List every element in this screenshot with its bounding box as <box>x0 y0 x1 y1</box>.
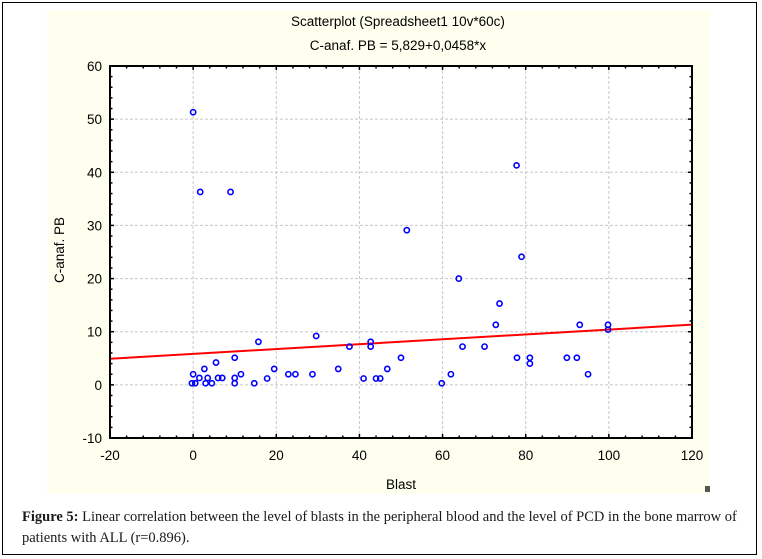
data-point <box>284 370 292 378</box>
data-point <box>376 375 384 382</box>
x-tick-labels: -20 0 20 40 60 80 100 120 <box>100 448 703 463</box>
data-point <box>403 226 411 234</box>
x-tick-label: 0 <box>189 448 197 463</box>
x-tick-label: 100 <box>598 448 621 463</box>
data-point <box>496 300 503 307</box>
regression-line <box>109 323 693 360</box>
y-tick-label: 10 <box>87 325 102 340</box>
resize-handle[interactable] <box>705 486 710 492</box>
data-points <box>188 108 612 387</box>
data-point <box>526 360 534 367</box>
data-point <box>367 343 375 350</box>
data-point <box>196 188 204 196</box>
data-point <box>360 375 367 382</box>
data-point <box>237 370 245 378</box>
data-point <box>250 379 258 387</box>
data-point <box>214 374 222 382</box>
data-point <box>292 370 299 378</box>
data-point <box>481 343 488 350</box>
data-point <box>188 379 196 387</box>
data-point <box>459 343 466 350</box>
data-point <box>212 359 220 366</box>
caption-label: Figure 5: <box>22 509 79 525</box>
data-point <box>576 321 584 329</box>
data-point <box>231 354 239 362</box>
x-tick-label: 80 <box>518 448 533 463</box>
data-point <box>372 375 380 382</box>
data-point <box>218 374 226 382</box>
y-tick-label: 20 <box>87 272 102 287</box>
data-point <box>383 365 391 373</box>
plot-frame <box>109 65 693 439</box>
chart-title: Scatterplot (Spreadsheet1 10v*60c) <box>291 14 505 29</box>
data-point <box>397 354 405 362</box>
y-tick-labels: -10 0 10 20 30 40 50 60 <box>82 59 102 446</box>
data-point <box>604 326 612 333</box>
x-tick-label: 60 <box>435 448 450 463</box>
data-point <box>573 354 581 362</box>
data-point <box>227 188 234 196</box>
x-tick-label: 120 <box>681 448 704 463</box>
x-tick-label: -20 <box>100 448 120 463</box>
data-point <box>263 375 271 382</box>
data-point <box>255 338 262 346</box>
data-point <box>334 365 342 373</box>
data-point <box>202 379 210 387</box>
data-point <box>204 374 212 382</box>
data-point <box>492 321 500 329</box>
data-point <box>309 370 316 378</box>
y-tick-label: 30 <box>87 218 102 233</box>
data-point <box>195 374 203 382</box>
data-point <box>438 379 446 387</box>
data-point <box>200 365 208 373</box>
data-point <box>513 354 521 362</box>
data-point <box>584 370 592 378</box>
data-point <box>189 108 197 116</box>
data-point <box>270 365 278 373</box>
data-point <box>447 370 455 378</box>
chart-subtitle: C-anaf. PB = 5,829+0,0458*x <box>310 38 487 53</box>
y-tick-label: 0 <box>94 378 102 393</box>
y-tick-label: -10 <box>82 431 102 446</box>
x-axis-label: Blast <box>386 477 416 492</box>
data-point <box>518 253 525 261</box>
data-point <box>455 275 463 282</box>
y-tick-label: 40 <box>87 165 102 180</box>
data-point <box>191 379 199 387</box>
y-tick-label: 60 <box>87 59 102 74</box>
data-point <box>346 343 353 350</box>
data-point <box>312 332 320 340</box>
data-point <box>563 354 571 362</box>
y-tick-label: 50 <box>87 112 102 127</box>
figure-caption: Figure 5: Linear correlation between the… <box>22 507 747 549</box>
data-point <box>513 161 520 169</box>
x-tick-label: 20 <box>269 448 284 463</box>
data-point <box>189 370 197 378</box>
data-point <box>208 379 216 387</box>
y-axis-label: C-anaf. PB <box>52 217 67 283</box>
caption-text: Linear correlation between the level of … <box>22 509 737 546</box>
data-point <box>231 379 239 387</box>
x-tick-label: 40 <box>352 448 367 463</box>
